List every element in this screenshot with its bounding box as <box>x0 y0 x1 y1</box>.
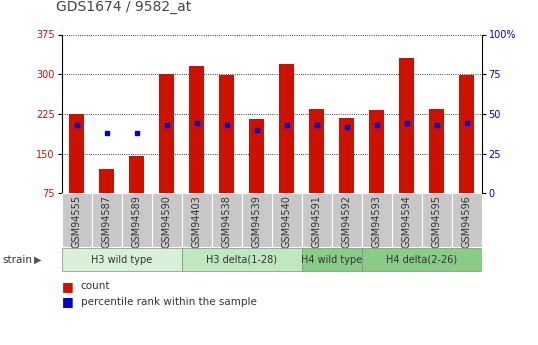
Text: GSM94590: GSM94590 <box>162 195 172 248</box>
Text: ▶: ▶ <box>34 255 41 265</box>
Bar <box>100 169 114 193</box>
Bar <box>369 110 384 193</box>
Text: GSM94591: GSM94591 <box>312 195 322 248</box>
Bar <box>69 114 84 193</box>
Bar <box>129 156 144 193</box>
Bar <box>339 118 354 193</box>
Text: GSM94592: GSM94592 <box>342 195 352 248</box>
Text: GSM94540: GSM94540 <box>282 195 292 248</box>
Text: strain: strain <box>3 255 33 265</box>
Text: ■: ■ <box>62 280 74 293</box>
Bar <box>399 58 414 193</box>
FancyBboxPatch shape <box>182 193 212 247</box>
Text: GSM94595: GSM94595 <box>431 195 442 248</box>
Bar <box>189 66 204 193</box>
Text: GSM94596: GSM94596 <box>462 195 471 248</box>
FancyBboxPatch shape <box>302 193 331 247</box>
Bar <box>429 109 444 193</box>
FancyBboxPatch shape <box>122 193 152 247</box>
FancyBboxPatch shape <box>331 193 362 247</box>
FancyBboxPatch shape <box>302 248 362 271</box>
FancyBboxPatch shape <box>242 193 272 247</box>
Text: H3 wild type: H3 wild type <box>91 255 152 265</box>
Bar <box>309 109 324 193</box>
Bar <box>159 74 174 193</box>
Text: H4 delta(2-26): H4 delta(2-26) <box>386 255 457 265</box>
Text: GSM94587: GSM94587 <box>102 195 112 248</box>
Text: percentile rank within the sample: percentile rank within the sample <box>81 297 257 307</box>
FancyBboxPatch shape <box>272 193 302 247</box>
Text: count: count <box>81 282 110 291</box>
Text: GSM94403: GSM94403 <box>192 195 202 248</box>
Text: GDS1674 / 9582_at: GDS1674 / 9582_at <box>56 0 192 14</box>
FancyBboxPatch shape <box>422 193 451 247</box>
Text: GSM94589: GSM94589 <box>132 195 142 248</box>
FancyBboxPatch shape <box>62 193 92 247</box>
Text: GSM94539: GSM94539 <box>252 195 261 248</box>
Bar <box>249 119 264 193</box>
Text: GSM94594: GSM94594 <box>401 195 412 248</box>
FancyBboxPatch shape <box>392 193 422 247</box>
FancyBboxPatch shape <box>362 248 482 271</box>
Bar <box>279 63 294 193</box>
FancyBboxPatch shape <box>362 193 392 247</box>
FancyBboxPatch shape <box>62 248 182 271</box>
FancyBboxPatch shape <box>92 193 122 247</box>
Bar <box>459 75 474 193</box>
Text: GSM94555: GSM94555 <box>72 195 82 248</box>
Text: GSM94593: GSM94593 <box>372 195 381 248</box>
Bar <box>219 75 234 193</box>
FancyBboxPatch shape <box>212 193 242 247</box>
FancyBboxPatch shape <box>152 193 182 247</box>
Text: GSM94538: GSM94538 <box>222 195 232 248</box>
FancyBboxPatch shape <box>451 193 482 247</box>
FancyBboxPatch shape <box>182 248 302 271</box>
Text: ■: ■ <box>62 295 74 308</box>
Text: H4 wild type: H4 wild type <box>301 255 362 265</box>
Text: H3 delta(1-28): H3 delta(1-28) <box>206 255 277 265</box>
